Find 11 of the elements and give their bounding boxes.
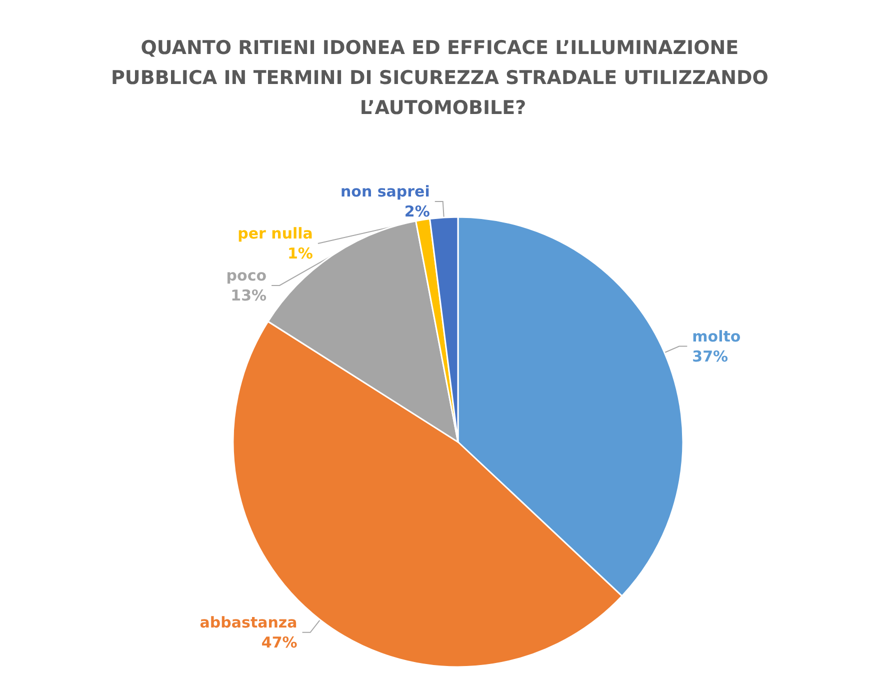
data-label: 2% [404,202,430,220]
slice-label: per nulla [238,224,313,242]
data-label: 37% [692,347,728,366]
data-label: 1% [287,244,313,262]
slice-label: poco [226,266,267,284]
slice-label: molto [692,327,741,346]
slice-label: abbastanza [200,613,298,632]
chart-title: QUANTO RITIENI IDONEA ED EFFICACE L’ILLUMINAZIONE PUBBLICA IN TERMINI DI SICUREZZA STRADALE UTILIZZANDO L’AUTOMOBILE? [110,37,776,119]
data-label: 47% [261,633,298,652]
data-label: 13% [230,286,267,304]
slice-label: non saprei [340,182,430,200]
